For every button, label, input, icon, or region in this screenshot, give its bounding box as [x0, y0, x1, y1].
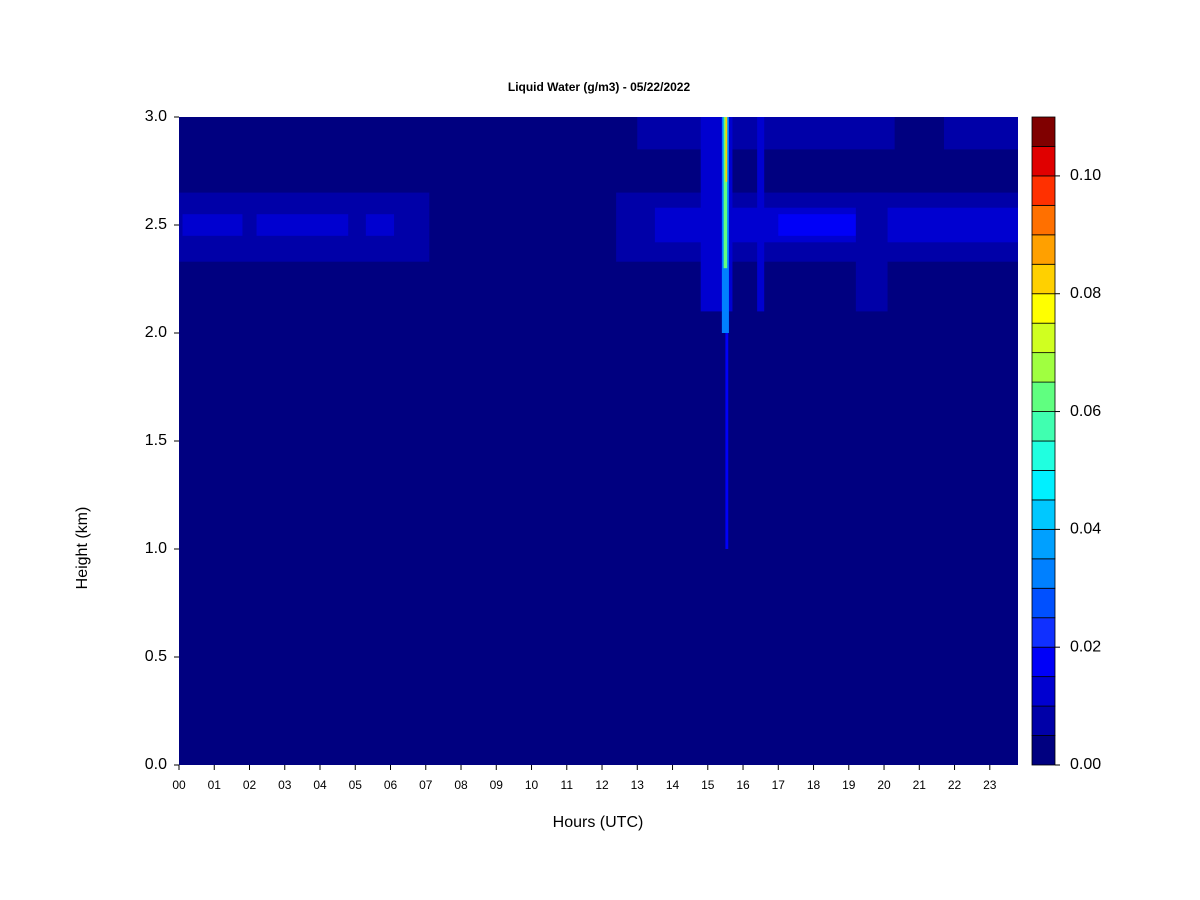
y-tick-label: 2.0 — [145, 324, 167, 341]
colorbar-band — [1031, 705, 1056, 736]
colorbar-band — [1031, 499, 1056, 530]
colorbar-band — [1031, 440, 1056, 471]
heat-cell — [943, 117, 1018, 150]
colorbar-tick-label: 0.00 — [1070, 756, 1101, 773]
y-tick-label: 0.0 — [145, 756, 167, 773]
x-tick-label: 21 — [913, 778, 927, 792]
x-tick-label: 01 — [208, 778, 222, 792]
x-tick-label: 14 — [666, 778, 680, 792]
x-tick-label: 20 — [877, 778, 891, 792]
x-tick-label: 00 — [172, 778, 186, 792]
y-axis-label: Height (km) — [74, 507, 91, 590]
colorbar-tick-label: 0.02 — [1070, 638, 1101, 655]
y-tick-label: 0.5 — [145, 648, 167, 665]
x-tick-label: 22 — [948, 778, 962, 792]
y-tick-label: 2.5 — [145, 216, 167, 233]
x-tick-label: 19 — [842, 778, 856, 792]
heat-cell — [182, 214, 243, 236]
x-tick-label: 12 — [595, 778, 609, 792]
colorbar-band — [1031, 146, 1056, 177]
colorbar-band — [1031, 411, 1056, 442]
x-tick-label: 04 — [313, 778, 327, 792]
heat-cell — [723, 117, 728, 269]
x-tick-label: 07 — [419, 778, 433, 792]
colorbar-band — [1031, 646, 1056, 678]
y-tick-label: 1.0 — [145, 540, 167, 557]
colorbar-band — [1031, 528, 1056, 560]
colorbar-band — [1031, 558, 1056, 589]
colorbar-band — [1031, 204, 1056, 236]
heat-cell — [855, 192, 888, 312]
x-tick-label: 16 — [736, 778, 750, 792]
colorbar-band — [1031, 293, 1056, 324]
heat-cell — [256, 214, 349, 236]
colorbar-band — [1031, 263, 1056, 295]
x-tick-label: 08 — [454, 778, 468, 792]
colorbar-band — [1031, 234, 1056, 265]
y-tick-label: 3.0 — [145, 108, 167, 125]
x-tick-label: 18 — [807, 778, 821, 792]
x-tick-label: 17 — [772, 778, 786, 792]
colorbar-tick-label: 0.06 — [1070, 403, 1101, 420]
x-tick-label: 11 — [561, 778, 574, 792]
colorbar-band — [1031, 617, 1056, 648]
colorbar-tick-label: 0.10 — [1070, 167, 1101, 184]
colorbar-band — [1031, 587, 1056, 619]
x-tick-label: 23 — [983, 778, 997, 792]
heat-cell — [757, 117, 765, 312]
colorbar-band — [1031, 735, 1056, 766]
x-tick-label: 09 — [490, 778, 504, 792]
heat-cell — [725, 117, 728, 182]
x-tick-label: 03 — [278, 778, 292, 792]
colorbar-band — [1031, 676, 1056, 707]
colorbar-tick-label: 0.04 — [1070, 521, 1101, 538]
heat-cell — [365, 214, 395, 236]
x-tick-label: 02 — [243, 778, 257, 792]
colorbar-tick-label: 0.08 — [1070, 285, 1101, 302]
colorbar-band — [1031, 116, 1056, 147]
x-tick-label: 05 — [349, 778, 363, 792]
x-tick-label: 15 — [701, 778, 715, 792]
colorbar-band — [1031, 175, 1056, 206]
colorbar-band — [1031, 381, 1056, 412]
x-tick-label: 10 — [525, 778, 539, 792]
colorbar-band — [1031, 470, 1056, 501]
heat-cell — [725, 333, 729, 549]
chart-title: Liquid Water (g/m3) - 05/22/2022 — [508, 80, 691, 94]
x-axis-label: Hours (UTC) — [553, 814, 644, 831]
x-tick-label: 06 — [384, 778, 398, 792]
colorbar-band — [1031, 352, 1056, 383]
x-tick-label: 13 — [631, 778, 645, 792]
heat-cell — [637, 117, 895, 150]
colorbar-band — [1031, 322, 1056, 354]
y-tick-label: 1.5 — [145, 432, 167, 449]
